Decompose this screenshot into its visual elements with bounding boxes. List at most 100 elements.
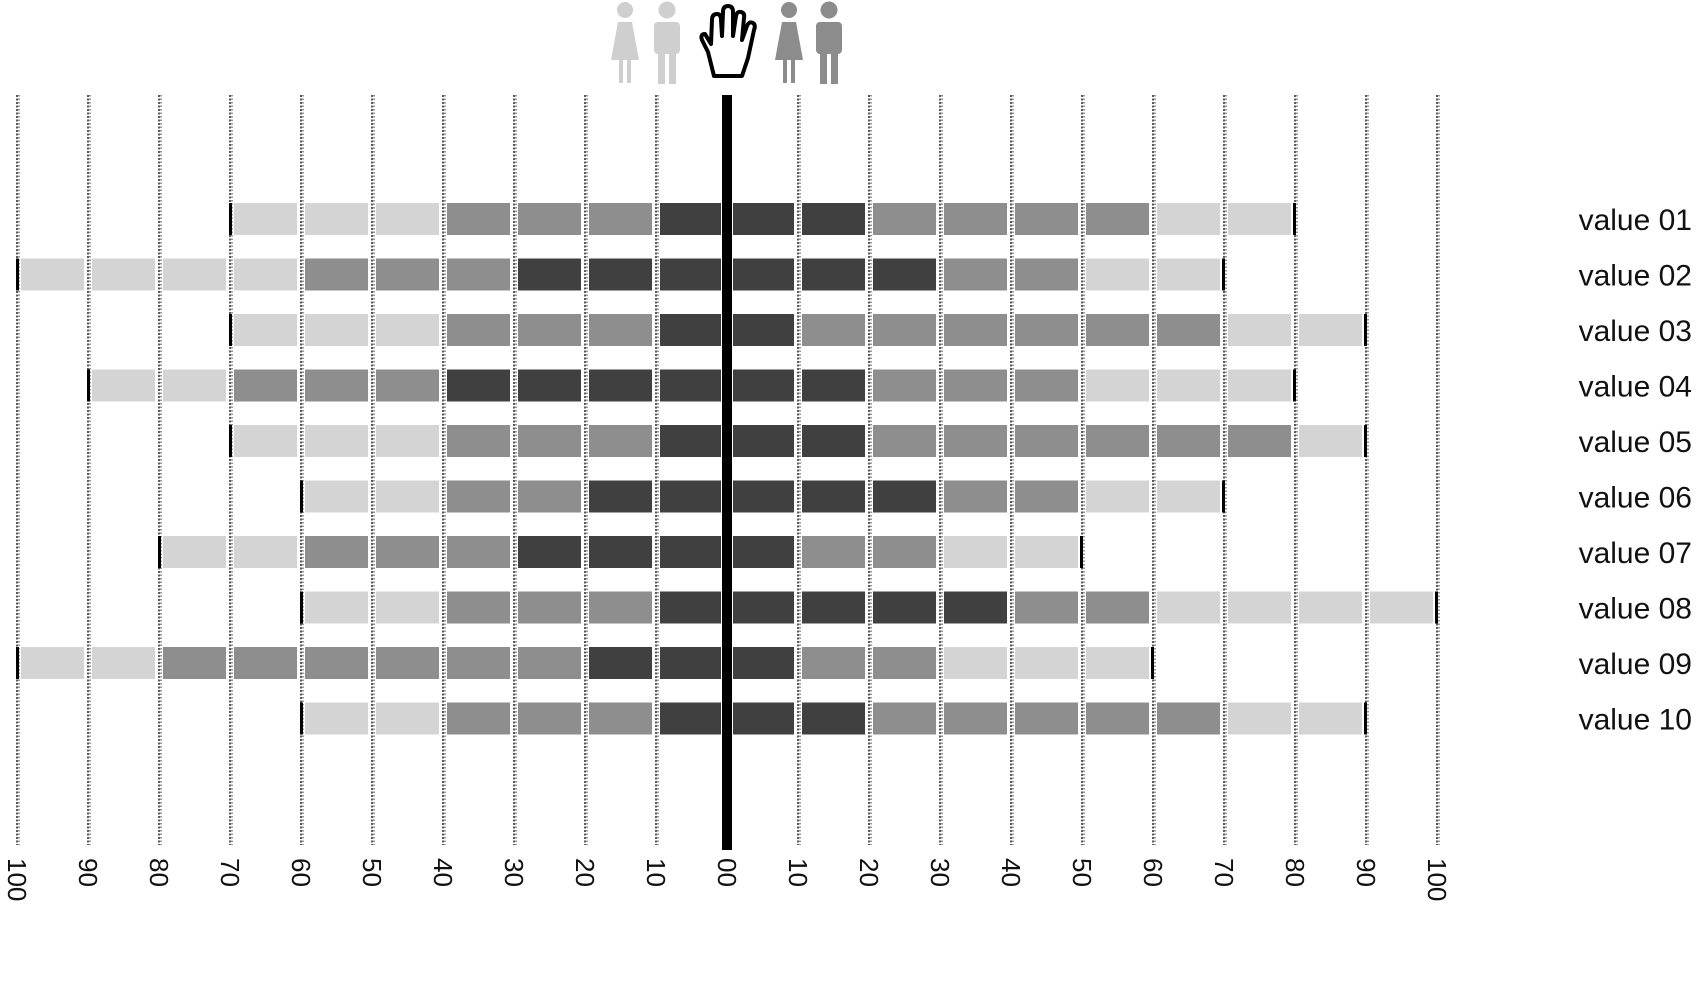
bar-segment — [447, 536, 510, 568]
bar-end-marker — [300, 480, 303, 513]
bar-segment — [660, 425, 721, 457]
bar-segment — [873, 425, 936, 457]
tick-labels: 100 90 80 70 60 50 40 30 20 10 00 10 20 30 40 50 60 70 80 9… — [2, 858, 1452, 901]
bar-segment — [1086, 647, 1149, 679]
bar-segment — [589, 369, 652, 402]
row-label: value 08 — [1579, 593, 1692, 626]
bar-segment — [305, 536, 368, 568]
bar-segment — [518, 536, 581, 568]
bar-segment — [802, 702, 865, 735]
bar-segment — [660, 258, 721, 291]
bar-segment — [1086, 480, 1149, 513]
bar-segment — [518, 425, 581, 457]
bar-segment — [873, 369, 936, 402]
bar-segment — [305, 702, 368, 735]
bar-segment — [376, 314, 439, 346]
female-icon — [775, 2, 803, 83]
bar-segment — [873, 591, 936, 624]
bar-segment — [802, 591, 865, 624]
bar-segment — [660, 369, 721, 402]
bar-end-marker — [229, 314, 232, 346]
bar-segment — [92, 647, 155, 679]
bar-segment — [234, 369, 297, 402]
bar-segment — [802, 369, 865, 402]
bar-segment — [1157, 591, 1220, 624]
bar-segment — [660, 536, 721, 568]
bar-segment — [376, 203, 439, 235]
bar-segment — [944, 425, 1007, 457]
bar-segment — [944, 591, 1007, 624]
bar-segment — [447, 480, 510, 513]
bar-segment — [234, 203, 297, 235]
bar-segment — [234, 425, 297, 457]
bar-segment — [447, 369, 510, 402]
tick-label: 100 — [2, 858, 32, 901]
bar-segment — [1157, 425, 1220, 457]
bar-end-marker — [87, 369, 90, 402]
tick-label: 70 — [215, 858, 245, 887]
bar-end-marker — [229, 425, 232, 457]
bar-end-marker — [1222, 258, 1225, 291]
bar-segment — [1086, 702, 1149, 735]
bar-segment — [1228, 702, 1291, 735]
bar-segment — [376, 591, 439, 624]
bar-segment — [518, 369, 581, 402]
bar-segment — [447, 314, 510, 346]
bar-segment — [944, 369, 1007, 402]
bar-segment — [305, 480, 368, 513]
bar-end-marker — [1293, 369, 1296, 402]
bar-segment — [1157, 369, 1220, 402]
female-icon — [611, 2, 639, 83]
bar-segment — [944, 647, 1007, 679]
row-label: value 06 — [1579, 482, 1692, 515]
bar-segment — [1228, 203, 1291, 235]
bar-segment — [1086, 425, 1149, 457]
row-label: value 10 — [1579, 704, 1692, 737]
bar-segment — [1228, 425, 1291, 457]
tick-label: 80 — [144, 858, 174, 887]
hand-icon — [699, 4, 757, 78]
bar-segment — [1228, 369, 1291, 402]
bar-segment — [376, 702, 439, 735]
bar-segment — [1299, 591, 1362, 624]
bar-end-marker — [158, 536, 161, 568]
bar-segment — [733, 425, 794, 457]
bar-segment — [234, 258, 297, 291]
bar-segment — [163, 258, 226, 291]
bar-segment — [733, 591, 794, 624]
bar-segment — [733, 258, 794, 291]
bar-segment — [873, 480, 936, 513]
bar-segments — [16, 203, 1438, 735]
bar-segment — [1299, 702, 1362, 735]
row-label: value 07 — [1579, 537, 1692, 570]
bar-segment — [1015, 425, 1078, 457]
row-label: value 04 — [1579, 371, 1692, 404]
bar-segment — [1015, 480, 1078, 513]
bar-end-marker — [1151, 647, 1154, 679]
bar-segment — [873, 314, 936, 346]
bar-segment — [518, 480, 581, 513]
bar-segment — [802, 536, 865, 568]
tick-label: 70 — [1209, 858, 1239, 887]
bar-segment — [944, 203, 1007, 235]
bar-segment — [873, 647, 936, 679]
tick-label: 10 — [783, 858, 813, 887]
bar-segment — [589, 314, 652, 346]
bar-segment — [1015, 536, 1078, 568]
bar-segment — [802, 425, 865, 457]
tick-label: 50 — [1067, 858, 1097, 887]
tick-label: 90 — [73, 858, 103, 887]
row-label: value 03 — [1579, 315, 1692, 348]
bar-segment — [518, 591, 581, 624]
bar-end-marker — [1364, 425, 1367, 457]
bar-segment — [944, 480, 1007, 513]
bar-segment — [733, 369, 794, 402]
tick-label: 60 — [286, 858, 316, 887]
bar-segment — [376, 480, 439, 513]
tick-label: 40 — [996, 858, 1026, 887]
bar-segment — [873, 203, 936, 235]
bar-segment — [589, 425, 652, 457]
tick-label: 80 — [1280, 858, 1310, 887]
bar-segment — [873, 536, 936, 568]
bar-segment — [660, 314, 721, 346]
